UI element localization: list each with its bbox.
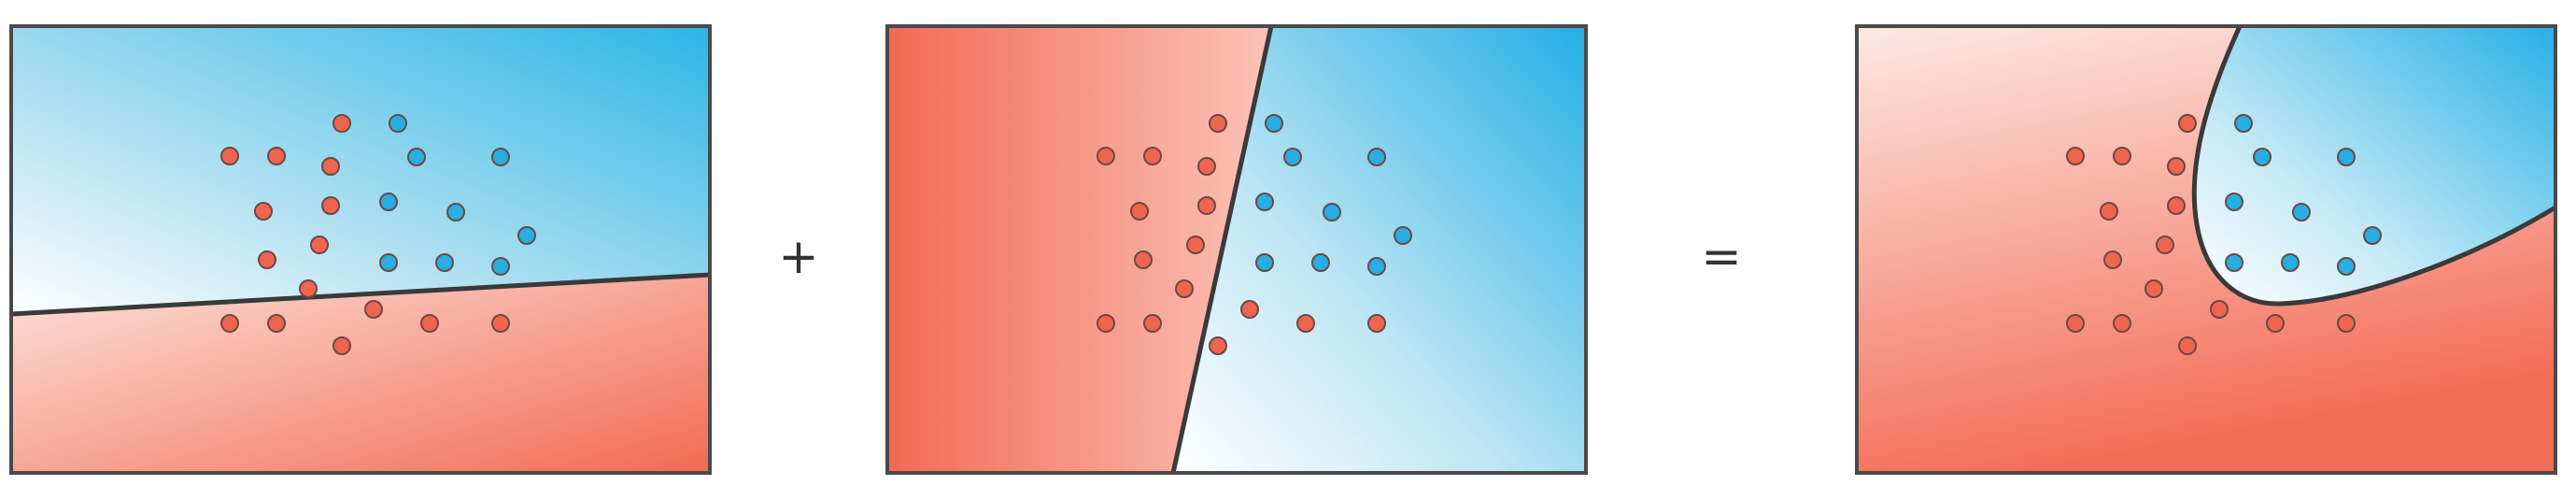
- blue-point: [2281, 253, 2300, 272]
- panel-vertical-split: [885, 24, 1588, 475]
- red-point: [2113, 314, 2131, 333]
- red-point: [1367, 314, 1386, 333]
- red-point: [1240, 300, 1259, 319]
- red-point: [2167, 157, 2186, 176]
- blue-point: [2337, 257, 2356, 276]
- red-point: [2144, 279, 2163, 298]
- red-point: [333, 114, 351, 133]
- blue-point: [1367, 257, 1386, 276]
- blue-region: [1173, 26, 1586, 473]
- red-point: [1209, 336, 1227, 355]
- blue-point: [2225, 193, 2243, 211]
- equals-operator: =: [1701, 229, 1742, 285]
- red-point: [267, 314, 286, 333]
- red-point: [1209, 114, 1227, 133]
- panel-frame: [9, 24, 712, 475]
- panel-combined: [1855, 24, 2557, 475]
- panel-horizontal-split: [9, 24, 712, 475]
- data-points: [220, 114, 536, 355]
- red-point: [333, 336, 351, 355]
- red-region: [887, 26, 1271, 473]
- blue-point: [1323, 203, 1341, 221]
- red-point: [299, 279, 318, 298]
- blue-point: [1265, 114, 1283, 133]
- blue-point: [2363, 226, 2382, 245]
- blue-point: [491, 257, 510, 276]
- red-point: [2066, 147, 2085, 165]
- blue-point: [407, 148, 426, 166]
- blue-region: [2194, 26, 2555, 305]
- blue-point: [2225, 253, 2243, 272]
- red-point: [2113, 147, 2131, 165]
- blue-point: [517, 226, 536, 245]
- red-point: [220, 147, 239, 165]
- blue-point: [1255, 253, 1274, 272]
- red-point: [2100, 202, 2118, 221]
- red-point: [1143, 147, 1162, 165]
- red-point: [310, 236, 329, 254]
- red-point: [1134, 250, 1153, 269]
- blue-point: [446, 203, 465, 221]
- blue-point: [1394, 226, 1412, 245]
- panel-frame: [1855, 24, 2557, 475]
- data-points: [1097, 114, 1412, 355]
- red-point: [1097, 147, 1115, 165]
- blue-point: [379, 193, 398, 211]
- red-point: [2178, 336, 2197, 355]
- blue-point: [2292, 203, 2311, 221]
- red-point: [2167, 196, 2186, 215]
- red-point: [1197, 157, 1216, 176]
- blue-point: [435, 253, 454, 272]
- red-point: [258, 250, 276, 269]
- red-point: [1130, 202, 1149, 221]
- red-point: [321, 157, 340, 176]
- red-point: [364, 300, 383, 319]
- red-point: [1097, 314, 1115, 333]
- blue-point: [1255, 193, 1274, 211]
- red-point: [2210, 300, 2229, 319]
- red-point: [1186, 236, 1205, 254]
- red-region: [11, 275, 710, 473]
- blue-point: [379, 253, 398, 272]
- blue-point: [2234, 114, 2253, 133]
- plus-operator: +: [778, 229, 819, 285]
- red-point: [1296, 314, 1315, 333]
- red-point: [2337, 314, 2356, 333]
- red-point: [321, 196, 340, 215]
- red-point: [2266, 314, 2285, 333]
- red-point: [491, 314, 510, 333]
- decision-boundary: [1170, 26, 1274, 473]
- decision-boundary: [11, 272, 710, 317]
- data-points: [2066, 114, 2382, 355]
- red-point: [1197, 196, 1216, 215]
- blue-region: [11, 26, 710, 314]
- red-point: [1175, 279, 1194, 298]
- blue-point: [1311, 253, 1330, 272]
- red-point: [2066, 314, 2085, 333]
- red-point: [1143, 314, 1162, 333]
- red-point: [2178, 114, 2197, 133]
- red-point: [220, 314, 239, 333]
- blue-point: [2253, 148, 2272, 166]
- blue-point: [2337, 148, 2356, 166]
- blue-point: [1283, 148, 1302, 166]
- decision-boundary: [2191, 26, 2555, 307]
- red-point: [2156, 236, 2174, 254]
- red-point: [420, 314, 439, 333]
- blue-point: [491, 148, 510, 166]
- red-point: [2103, 250, 2122, 269]
- panel-frame: [885, 24, 1588, 475]
- red-point: [254, 202, 273, 221]
- blue-point: [389, 114, 407, 133]
- blue-point: [1367, 148, 1386, 166]
- red-point: [267, 147, 286, 165]
